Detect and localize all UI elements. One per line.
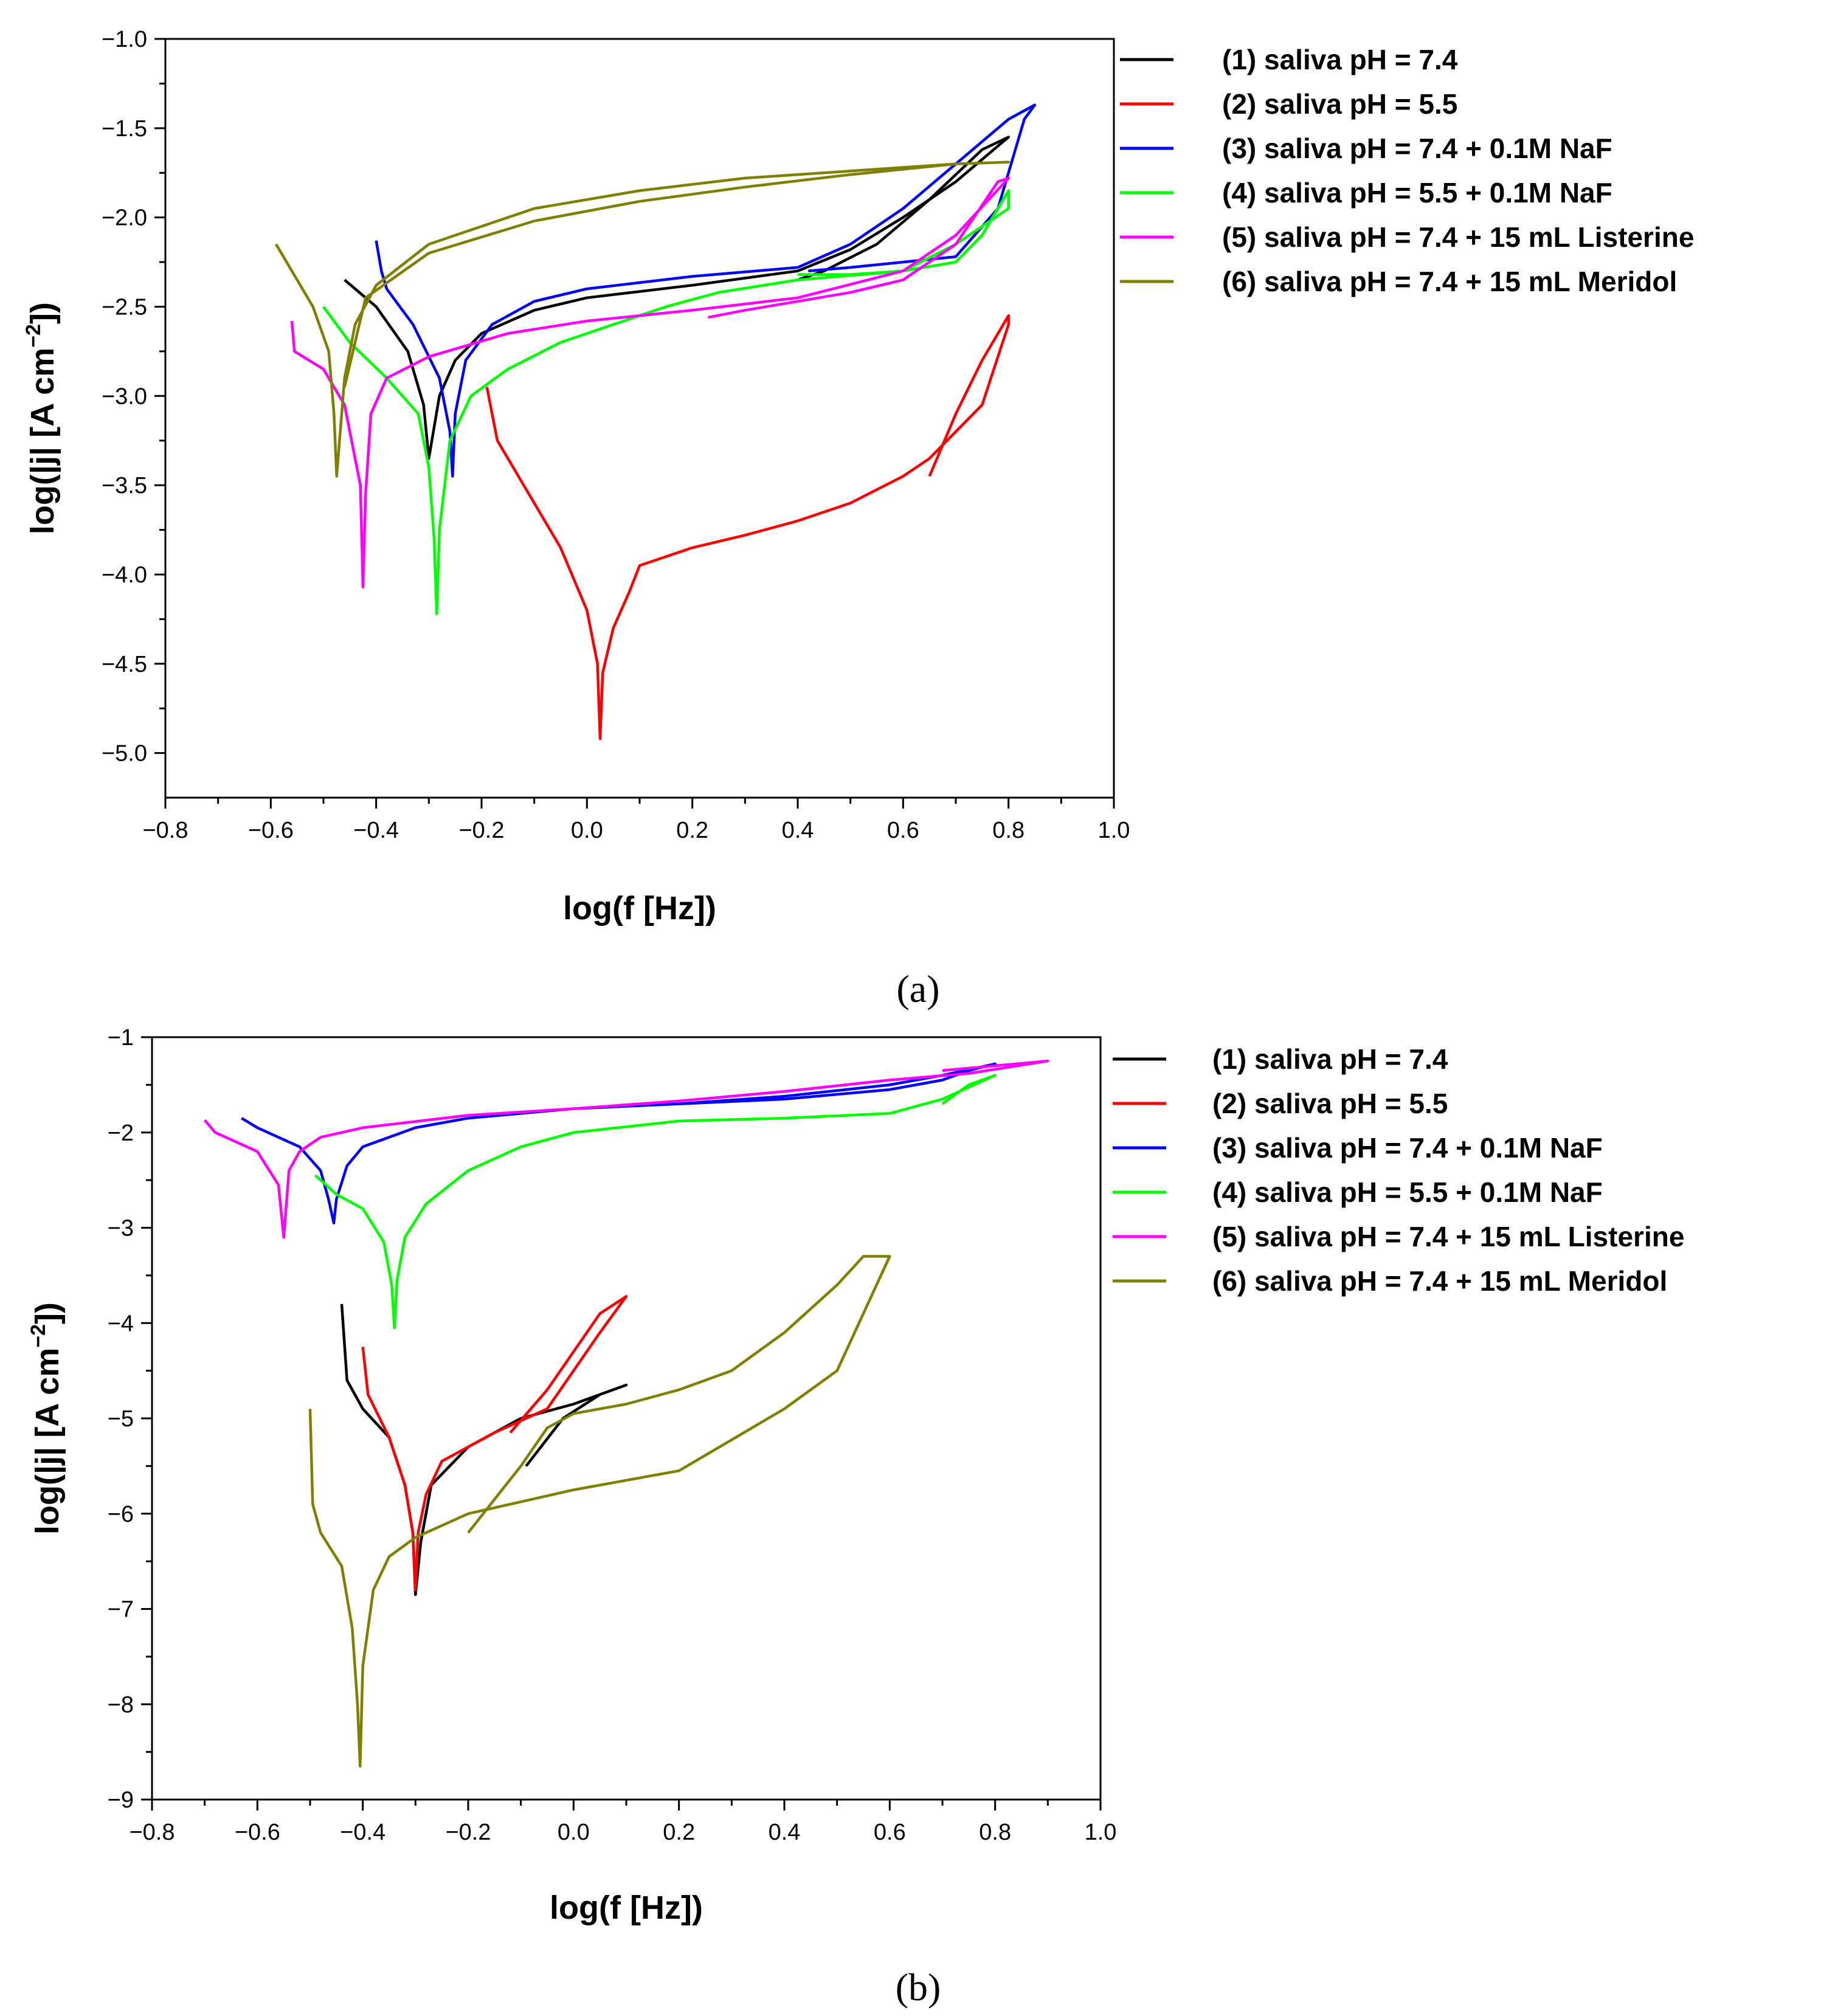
panel-b-x-tick-label: 0.2 bbox=[663, 1820, 695, 1845]
panel-b-x-tick-label: −0.2 bbox=[445, 1820, 491, 1845]
panel-b-x-axis-title: log(f [Hz]) bbox=[550, 1890, 703, 1926]
panel-a-series-4-line bbox=[322, 189, 1010, 615]
panel-a-series-1-line bbox=[344, 136, 1010, 460]
panel-a-x-tick-label: 1.0 bbox=[1098, 818, 1130, 843]
panel-b-y-tick-label: −7 bbox=[108, 1597, 134, 1623]
panel-a-x-tick-label: −0.2 bbox=[458, 818, 504, 843]
panel-a-y-tick-label: −4.5 bbox=[102, 652, 147, 677]
panel-a-y-tick-label: −5.0 bbox=[102, 741, 147, 767]
panel-b-x-tick-label: −0.6 bbox=[235, 1820, 280, 1845]
panel-a-legend-label-3: (3) saliva pH = 7.4 + 0.1M NaF bbox=[1222, 133, 1612, 164]
panel-b-series-3-line bbox=[241, 1062, 997, 1224]
panel-a-series-layer bbox=[275, 103, 1037, 740]
panel-a-series-6-line bbox=[275, 161, 1010, 478]
panel-b-x-tick-label: 0.8 bbox=[979, 1820, 1011, 1845]
panel-b-legend-label-3: (3) saliva pH = 7.4 + 0.1M NaF bbox=[1212, 1132, 1603, 1164]
panel-b-y-axis-title: log(|j| [A cm−2]) bbox=[27, 1302, 66, 1534]
panel-b-series-4-line bbox=[314, 1074, 997, 1330]
panel-a-legend-label-4: (4) saliva pH = 5.5 + 0.1M NaF bbox=[1222, 177, 1612, 209]
panel-b-x-tick-label: −0.4 bbox=[340, 1820, 385, 1845]
panel-a-y-tick-label: −3.5 bbox=[102, 473, 147, 499]
panel-b-x-tick-label: 0.6 bbox=[874, 1820, 906, 1845]
panel-b-series-1-line bbox=[340, 1303, 628, 1597]
panel-b-y-tick-label: −9 bbox=[108, 1787, 134, 1813]
panel-b-caption: (b) bbox=[896, 1966, 941, 2009]
panel-b-legend-label-4: (4) saliva pH = 5.5 + 0.1M NaF bbox=[1212, 1176, 1603, 1208]
panel-b-y-tick-label: −3 bbox=[108, 1216, 134, 1241]
panel-a-x-tick-label: 0.0 bbox=[571, 818, 603, 843]
panel-b-y-tick-label: −2 bbox=[108, 1120, 134, 1146]
panel-b-x-tick-label: 1.0 bbox=[1085, 1820, 1117, 1845]
panel-a-x-tick-label: 0.4 bbox=[782, 818, 814, 843]
panel-a-x-axis-title: log(f [Hz]) bbox=[563, 890, 716, 927]
panel-b: −0.8 −0.6 −0.4 −0.2 0.0 0.2 0.4 0.6 0.8 1.0 −1 −2 −3… bbox=[27, 1025, 1684, 2009]
panel-a-y-tick-label: −1.5 bbox=[102, 116, 147, 142]
panel-b-ticks: −0.8 −0.6 −0.4 −0.2 0.0 0.2 0.4 0.6 0.8 1.0 −1 −2 −3… bbox=[108, 1025, 1117, 1845]
panel-a-y-tick-label: −4.0 bbox=[102, 562, 147, 588]
panel-a-ticks: −0.8 −0.6 −0.4 −0.2 0.0 0.2 0.4 0.6 0.8 1.0 −1.0 −1… bbox=[102, 27, 1130, 843]
panel-b-legend-label-5: (5) saliva pH = 7.4 + 15 mL Listerine bbox=[1212, 1221, 1684, 1252]
panel-a-y-axis-title: log(|j| [A cm−2]) bbox=[22, 302, 61, 534]
panel-b-x-tick-label: −0.8 bbox=[129, 1820, 175, 1845]
panel-b-legend-label-2: (2) saliva pH = 5.5 bbox=[1212, 1088, 1448, 1119]
panel-a-legend: (1) saliva pH = 7.4 (2) saliva pH = 5.5 (3… bbox=[1120, 44, 1694, 297]
panel-a-legend-label-2: (2) saliva pH = 5.5 bbox=[1222, 88, 1457, 120]
panel-b-y-tick-label: −5 bbox=[108, 1406, 134, 1432]
panel-b-x-tick-label: 0.0 bbox=[558, 1820, 590, 1845]
panel-b-y-tick-label: −4 bbox=[108, 1311, 134, 1336]
panel-b-legend: (1) saliva pH = 7.4 (2) saliva pH = 5.5 (3… bbox=[1113, 1043, 1684, 1297]
panel-a-y-tick-label: −2.5 bbox=[102, 294, 147, 320]
panel-a-x-tick-label: 0.6 bbox=[887, 818, 919, 843]
panel-a-plot-frame bbox=[164, 38, 1115, 799]
panel-b-series-5-line bbox=[203, 1059, 1049, 1239]
panel-b-x-tick-label: 0.4 bbox=[769, 1820, 801, 1845]
panel-b-y-tick-label: −6 bbox=[108, 1502, 134, 1527]
panel-a-y-tick-label: −1.0 bbox=[102, 27, 147, 52]
panel-a-legend-label-5: (5) saliva pH = 7.4 + 15 mL Listerine bbox=[1222, 221, 1694, 253]
panel-b-legend-label-6: (6) saliva pH = 7.4 + 15 mL Meridol bbox=[1212, 1265, 1667, 1297]
panel-a-x-tick-label: −0.6 bbox=[248, 818, 294, 843]
panel-a-legend-label-1: (1) saliva pH = 7.4 bbox=[1222, 44, 1458, 75]
panel-b-y-tick-label: −8 bbox=[108, 1692, 134, 1717]
panel-b-y-tick-label: −1 bbox=[108, 1025, 134, 1051]
panel-a-series-5-line bbox=[290, 176, 1010, 589]
panel-a-y-tick-label: −3.0 bbox=[102, 384, 147, 409]
panel-a-x-tick-label: −0.8 bbox=[142, 818, 188, 843]
panel-a-legend-label-6: (6) saliva pH = 7.4 + 15 mL Meridol bbox=[1222, 266, 1677, 297]
panel-a-series-2-line bbox=[485, 314, 1010, 740]
panel-a-x-tick-label: 0.2 bbox=[676, 818, 708, 843]
panel-b-series-layer bbox=[203, 1059, 1049, 1768]
panel-a-x-tick-label: 0.8 bbox=[992, 818, 1025, 843]
panel-a-caption: (a) bbox=[896, 967, 939, 1010]
panel-a-y-tick-label: −2.0 bbox=[102, 205, 147, 231]
panel-b-series-6-line bbox=[308, 1255, 891, 1768]
panel-b-series-2-line bbox=[361, 1295, 628, 1592]
panel-a: −0.8 −0.6 −0.4 −0.2 0.0 0.2 0.4 0.6 0.8 1.0 −1.0 −1… bbox=[22, 27, 1694, 1010]
panel-b-plot-frame bbox=[151, 1036, 1102, 1801]
panel-a-series-3-line bbox=[375, 103, 1037, 478]
panel-a-x-tick-label: −0.4 bbox=[353, 818, 399, 843]
panel-b-legend-label-1: (1) saliva pH = 7.4 bbox=[1212, 1043, 1448, 1075]
